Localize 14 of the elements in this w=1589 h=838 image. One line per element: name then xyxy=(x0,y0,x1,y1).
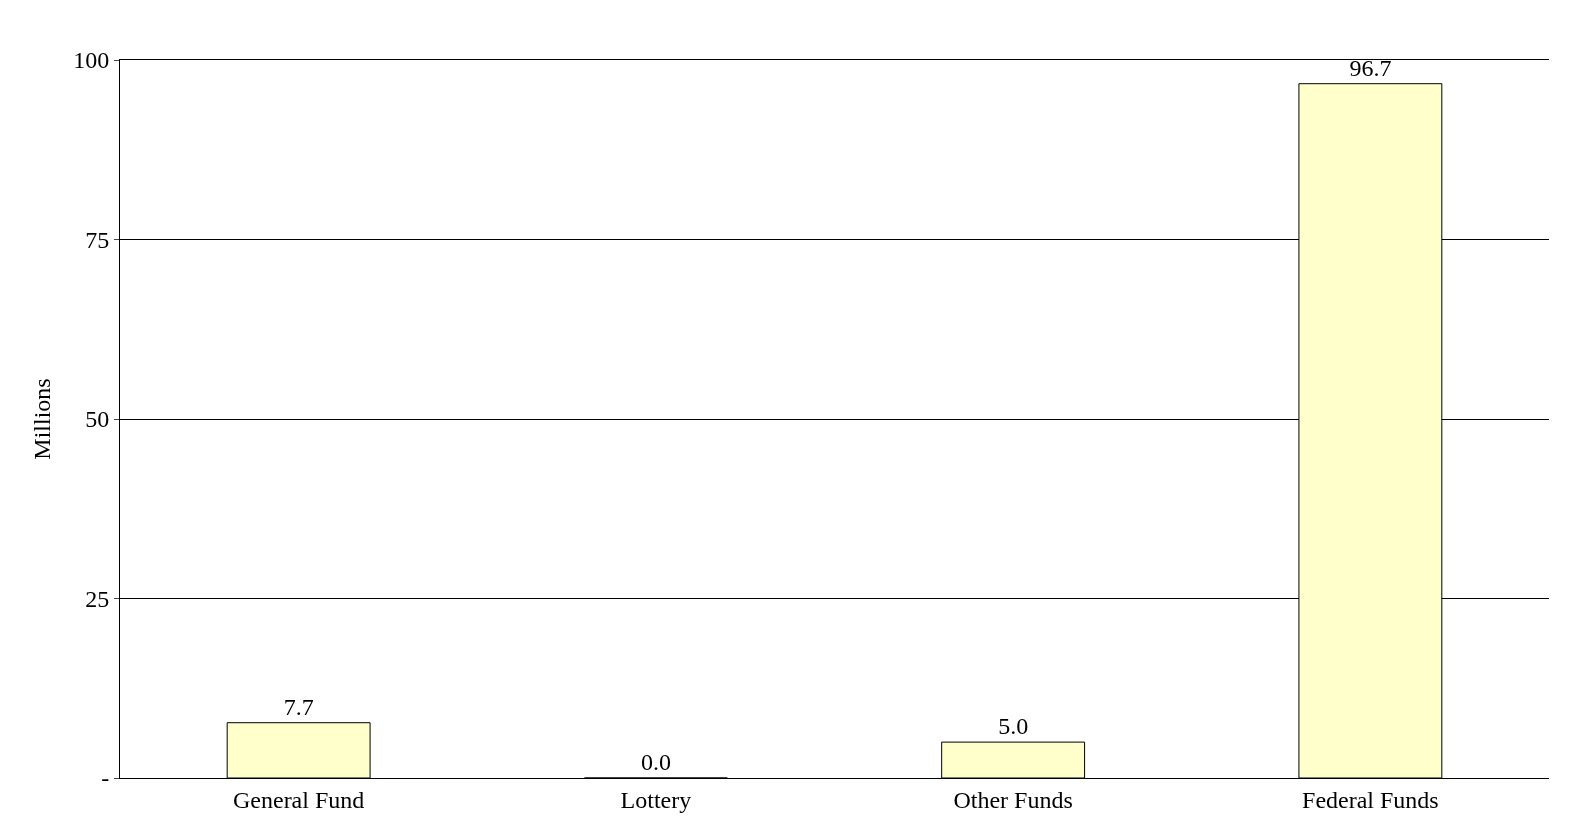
y-tick-label: - xyxy=(101,765,110,792)
data-label: 0.0 xyxy=(640,749,671,775)
x-tick-label: Other Funds xyxy=(953,786,1073,813)
y-tick-label: 100 xyxy=(73,47,110,74)
data-label: 7.7 xyxy=(283,693,314,720)
y-tick-label: 25 xyxy=(85,585,110,612)
x-tick-label: Federal Funds xyxy=(1302,786,1439,813)
y-axis-title: Millions xyxy=(29,378,56,460)
x-tick-label: General Fund xyxy=(232,786,365,813)
data-label: 96.7 xyxy=(1349,54,1392,81)
y-tick-label: 75 xyxy=(85,226,110,253)
data-label: 5.0 xyxy=(998,713,1029,740)
y-tick-label: 50 xyxy=(85,406,110,433)
x-tick-label: Lottery xyxy=(620,786,692,813)
